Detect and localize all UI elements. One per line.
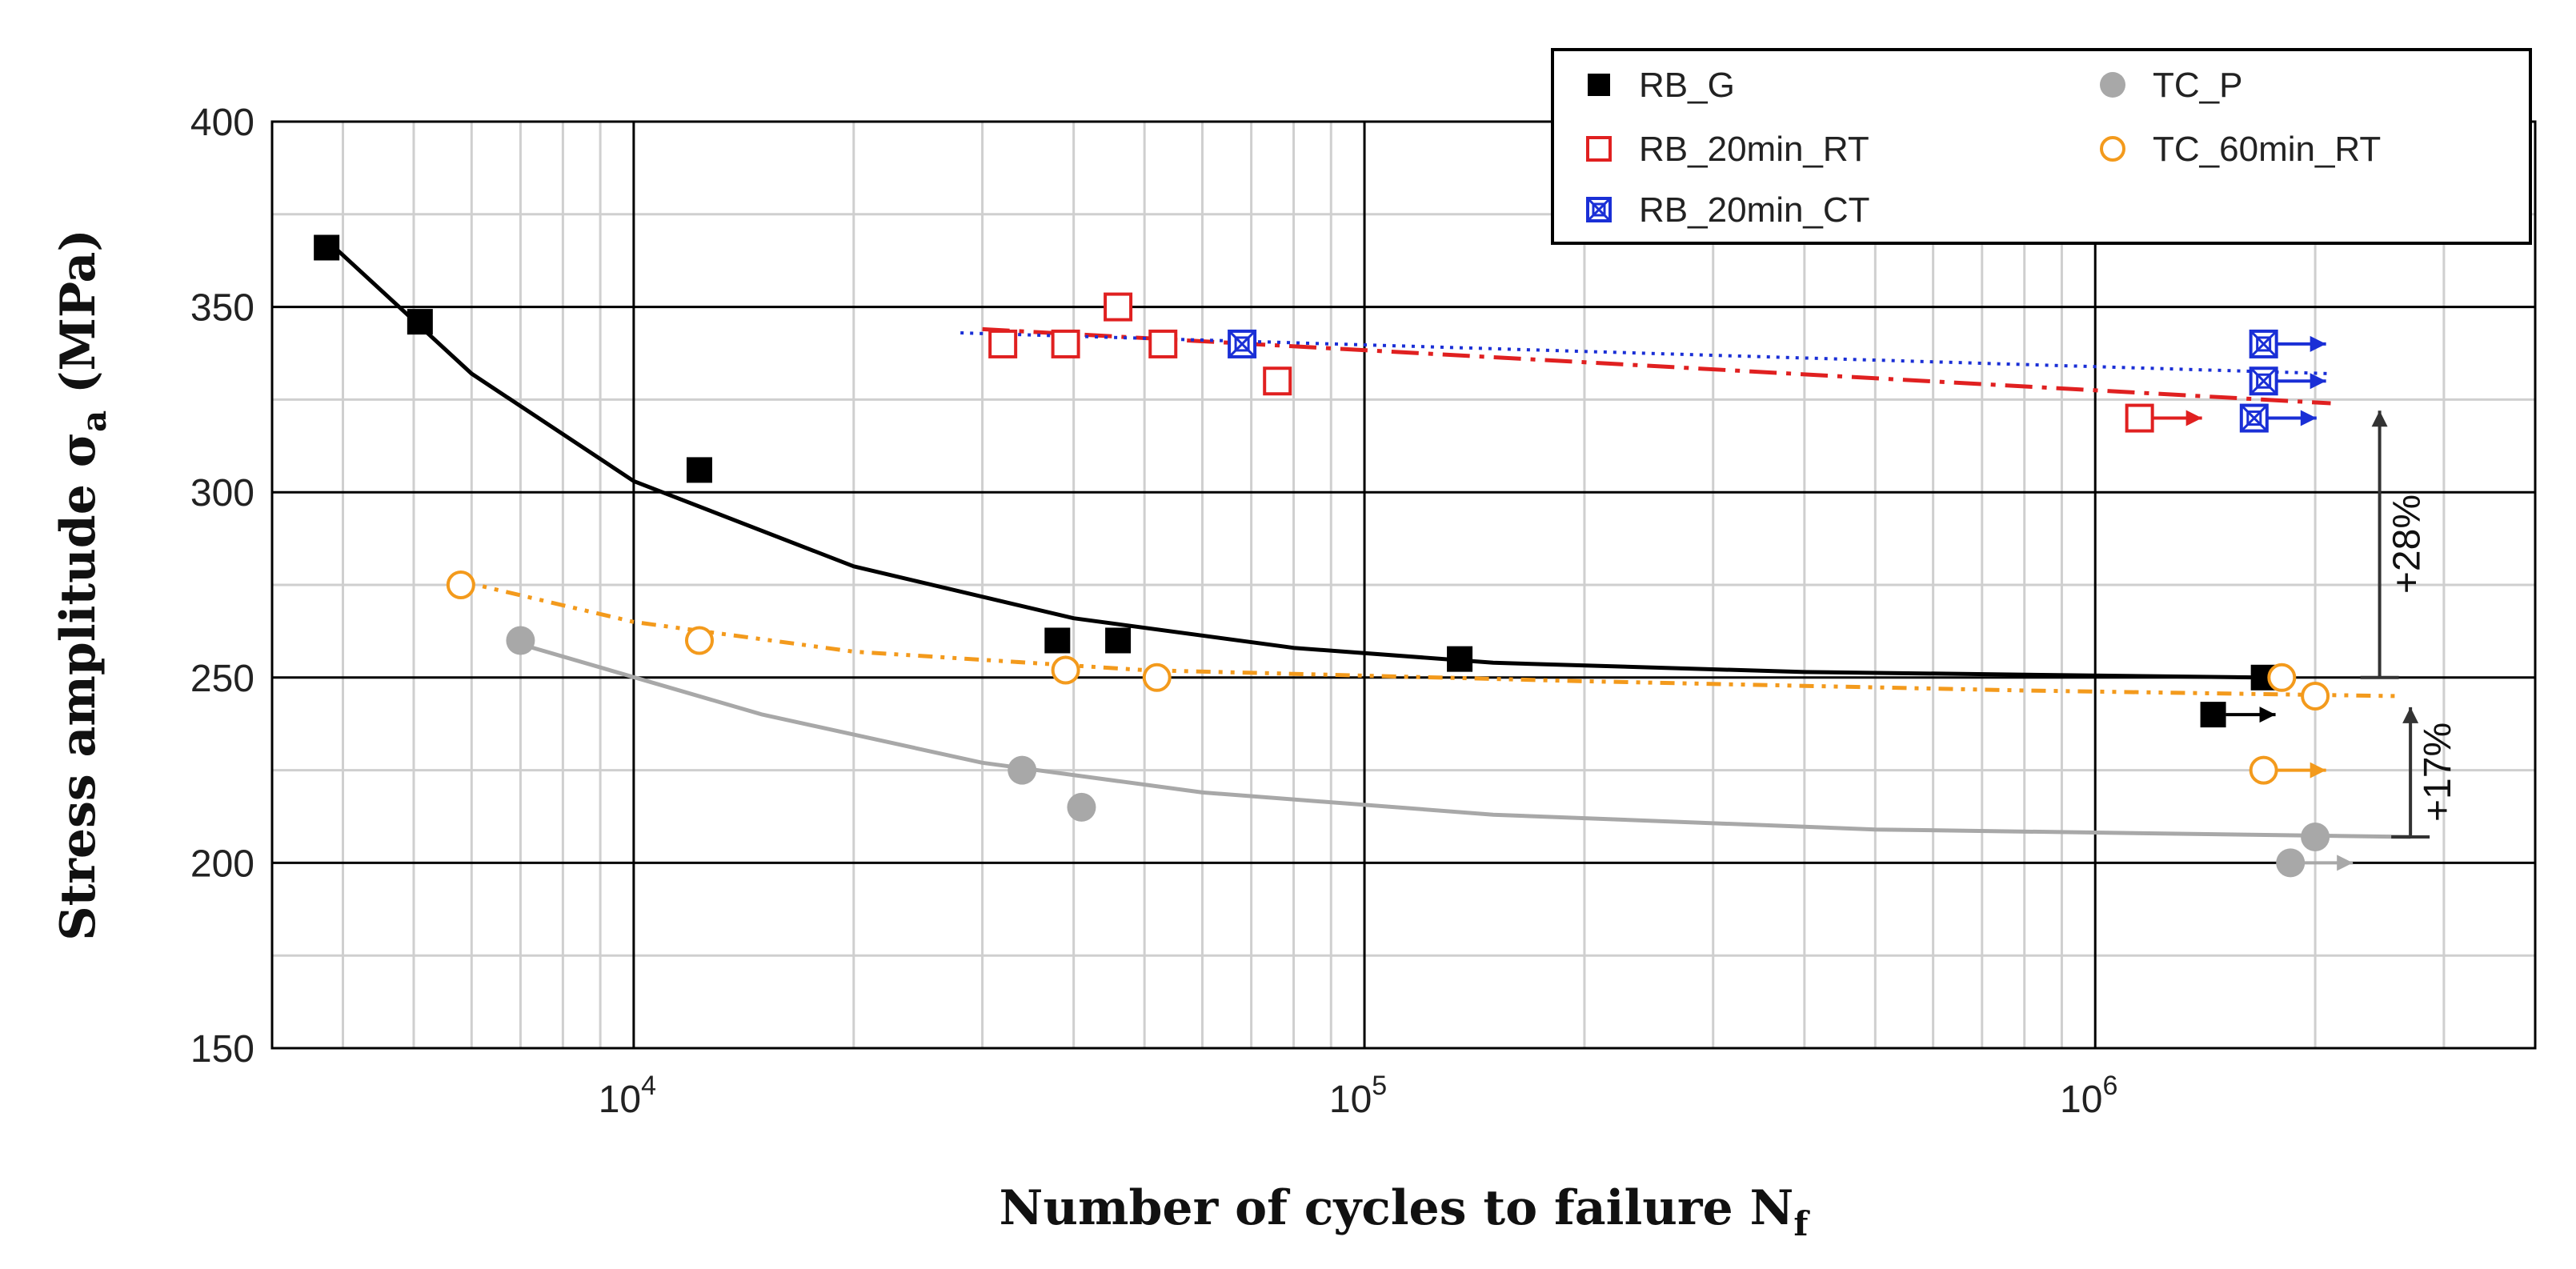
point-TC_P (2301, 822, 2330, 851)
runout-point-RB_20min_RT (2125, 403, 2154, 433)
point-RB_20min_RT (1148, 329, 1178, 358)
data-points (314, 234, 2330, 878)
point-RB_G (407, 309, 433, 335)
grid-minor (272, 122, 2537, 1048)
runout-point-RB_20min_CT-cross (2249, 330, 2278, 358)
point-TC_P (1008, 755, 1037, 785)
annotation-arrow (2402, 707, 2419, 837)
runout-point-RB_20min_CT (2249, 366, 2278, 396)
point-TC_60min_RT (1051, 655, 1080, 685)
runout-point-RB_20min_CT-cross (2240, 404, 2268, 432)
x-tick-label: 106 (2060, 1071, 2117, 1121)
point-TC_60min_RT (2267, 663, 2297, 692)
improvement-annotations: +28% +17% (2360, 410, 2459, 839)
runout-point-RB_G (2200, 702, 2226, 728)
legend-marker-TC_P (2100, 72, 2125, 98)
runout-arrow-RB_20min_CT (2266, 410, 2317, 426)
annotation-arrow-head (2402, 707, 2419, 723)
runout-point-TC_60min_RT (2249, 755, 2278, 785)
point-RB_20min_CT-inner (1234, 336, 1250, 352)
runout-arrow-RB_G (2225, 707, 2276, 723)
point-RB_G (314, 234, 340, 261)
legend-marker-RB_20min_CT-inner (1592, 202, 1606, 217)
legend-box (1551, 48, 2532, 245)
x-tick-label: 105 (1329, 1071, 1387, 1121)
runout-arrow-RB_20min_RT (2152, 410, 2202, 426)
point-RB_20min_CT (1228, 329, 1257, 358)
legend-marker-RB_20min_RT (1586, 136, 1612, 162)
annotation-arrow (2371, 410, 2388, 678)
runout-point-TC_P (2276, 848, 2306, 878)
runout-arrow-TC_P (2303, 855, 2354, 871)
fit-line-TC_P (519, 642, 2411, 839)
point-RB_20min_CT-cross (1228, 330, 1256, 358)
legend-label: RB_G (1639, 66, 1735, 105)
legend-label: TC_60min_RT (2153, 130, 2381, 169)
runout-arrow-RB_G-head (2259, 707, 2276, 723)
point-TC_60min_RT (684, 626, 714, 655)
runout-arrow-RB_20min_CT (2276, 373, 2326, 390)
point-RB_20min_RT (988, 329, 1018, 358)
y-tick-label: 400 (190, 102, 254, 144)
runout-arrow-RB_20min_CT-head (2300, 410, 2317, 426)
y-tick-label: 250 (190, 658, 254, 700)
legend-marker-RB_20min_CT-cross (1586, 197, 1612, 222)
x-tick-label: 104 (599, 1071, 656, 1121)
runout-point-RB_20min_CT (2239, 403, 2269, 433)
x-axis-title: Number of cycles to failure Nf (1000, 1180, 1811, 1243)
point-RB_20min_RT (1263, 366, 1292, 396)
point-RB_G (1044, 627, 1071, 654)
runout-point-RB_20min_CT-inner (2256, 336, 2272, 352)
fit-line-RB_20min_RT (982, 326, 2331, 406)
runout-point-RB_20min_CT-inner (2256, 373, 2272, 389)
legend: RB_G RB_20min_RT RB_20min_CT TC_P TC_60min_R… (1551, 48, 2532, 245)
runout-arrows (2152, 335, 2354, 871)
y-tick-label: 200 (190, 843, 254, 885)
runout-arrow-TC_60min_RT (2276, 762, 2326, 779)
fit-lines (325, 238, 2411, 839)
annotation-label: +17% (2417, 723, 2459, 822)
y-tick-label: 350 (190, 287, 254, 330)
y-tick-label: 300 (190, 472, 254, 514)
runout-point-RB_20min_CT-inner (2246, 410, 2262, 426)
legend-marker-RB_G (1588, 74, 1610, 96)
legend-label: RB_20min_CT (1639, 190, 1870, 230)
y-axis-ticks: 150 200 250 300 350 400 (190, 102, 254, 1071)
annotation-arrow-head (2371, 410, 2388, 427)
legend-marker-RB_20min_CT (1586, 197, 1612, 222)
y-axis-title: Stress amplitude σa (MPa) (50, 229, 114, 940)
point-RB_G (1447, 646, 1473, 672)
point-TC_60min_RT (446, 570, 475, 599)
fit-line-TC_60min_RT (460, 578, 2399, 699)
runout-arrow-TC_60min_RT-head (2310, 762, 2326, 779)
runout-arrow-RB_20min_CT-head (2310, 335, 2326, 352)
runout-arrow-RB_20min_CT-head (2310, 373, 2326, 390)
point-TC_60min_RT (2301, 681, 2330, 711)
fit-line-RB_G (325, 238, 2264, 680)
runout-arrow-RB_20min_RT-head (2185, 410, 2202, 426)
point-TC_P (1067, 792, 1096, 822)
runout-arrow-TC_P-head (2337, 855, 2354, 871)
point-TC_60min_RT (1142, 663, 1172, 692)
legend-label: TC_P (2153, 66, 2242, 105)
legend-marker-TC_60min_RT (2100, 136, 2125, 162)
point-RB_20min_RT (1104, 292, 1133, 322)
point-RB_G (1105, 627, 1132, 654)
point-RB_20min_RT (1051, 329, 1080, 358)
runout-point-RB_20min_CT-cross (2249, 367, 2278, 395)
legend-label: RB_20min_RT (1639, 130, 1869, 169)
plot-frame (270, 120, 2537, 1050)
annotation-label: +28% (2386, 494, 2429, 594)
y-tick-label: 150 (190, 1028, 254, 1071)
point-RB_G (686, 457, 712, 483)
x-axis-ticks: 104 105 106 (599, 1071, 2118, 1121)
runout-arrow-RB_20min_CT (2276, 335, 2326, 352)
point-TC_P (506, 626, 535, 655)
runout-point-RB_20min_CT (2249, 329, 2278, 358)
